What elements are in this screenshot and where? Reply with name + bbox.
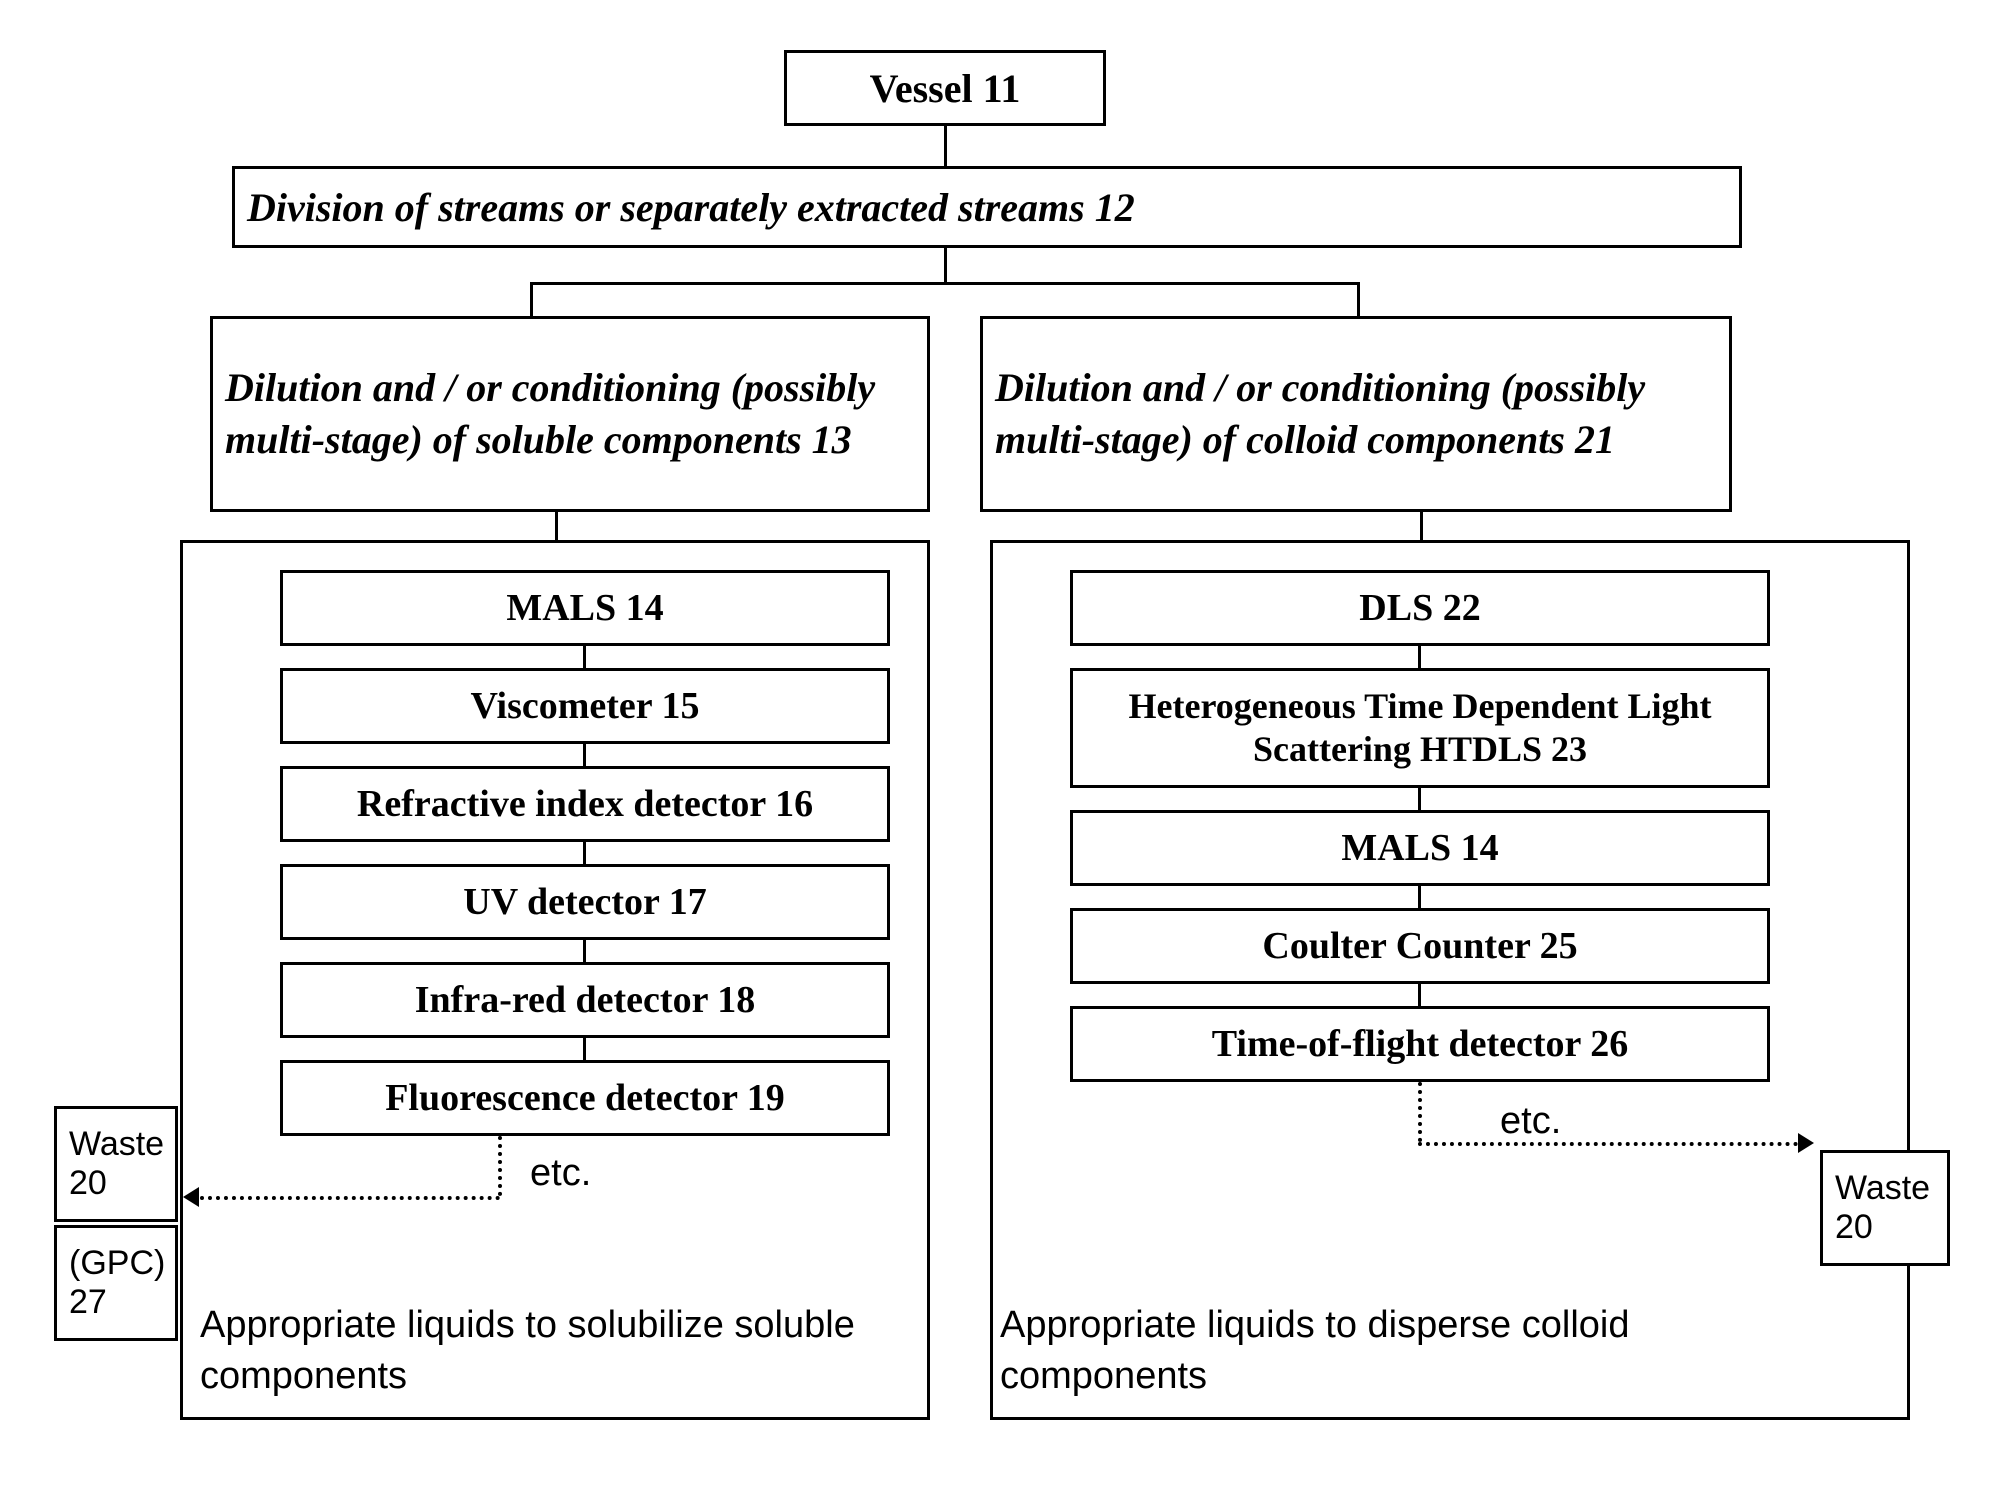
detector-dls: DLS 22 <box>1070 570 1770 646</box>
connector <box>530 282 533 316</box>
detector-label: DLS 22 <box>1359 586 1480 630</box>
waste-left-node: Waste 20 <box>54 1106 178 1222</box>
vessel-node: Vessel 11 <box>784 50 1106 126</box>
detector-label: Viscometer 15 <box>471 684 700 728</box>
connector <box>583 940 586 962</box>
connector <box>1357 282 1360 316</box>
connector <box>583 646 586 668</box>
detector-label: Coulter Counter 25 <box>1262 924 1577 968</box>
detector-label: MALS 14 <box>506 586 663 630</box>
etc-left-label: etc. <box>530 1152 591 1195</box>
detector-mals-right: MALS 14 <box>1070 810 1770 886</box>
detector-coulter: Coulter Counter 25 <box>1070 908 1770 984</box>
division-node: Division of streams or separately extrac… <box>232 166 1742 248</box>
detector-label: MALS 14 <box>1341 826 1498 870</box>
dotted-connector <box>1418 1082 1422 1142</box>
detector-label: Fluorescence detector 19 <box>385 1076 785 1120</box>
detector-tof: Time-of-flight detector 26 <box>1070 1006 1770 1082</box>
dotted-connector <box>498 1136 502 1196</box>
connector <box>583 1038 586 1060</box>
connector <box>530 282 1360 285</box>
gpc-label: (GPC) 27 <box>69 1244 165 1322</box>
caption-left: Appropriate liquids to solubilize solubl… <box>200 1300 920 1403</box>
vessel-label: Vessel 11 <box>870 65 1021 112</box>
connector <box>1418 788 1421 810</box>
connector <box>1418 984 1421 1006</box>
connector <box>944 126 947 166</box>
waste-right-node: Waste 20 <box>1820 1150 1950 1266</box>
dilution-left-node: Dilution and / or conditioning (possibly… <box>210 316 930 512</box>
connector <box>583 842 586 864</box>
connector <box>944 248 947 282</box>
gpc-node: (GPC) 27 <box>54 1225 178 1341</box>
dotted-connector <box>200 1196 500 1200</box>
connector <box>1418 646 1421 668</box>
dotted-connector <box>1418 1142 1798 1146</box>
etc-right-label: etc. <box>1500 1100 1561 1143</box>
detector-label: Infra-red detector 18 <box>415 978 756 1022</box>
dilution-left-label: Dilution and / or conditioning (possibly… <box>225 362 915 466</box>
detector-mals: MALS 14 <box>280 570 890 646</box>
arrow-left-icon <box>183 1187 199 1207</box>
detector-label: Time-of-flight detector 26 <box>1212 1022 1628 1066</box>
caption-right: Appropriate liquids to disperse colloid … <box>1000 1300 1720 1403</box>
dilution-right-node: Dilution and / or conditioning (possibly… <box>980 316 1732 512</box>
waste-left-label: Waste 20 <box>69 1125 164 1203</box>
detector-ri: Refractive index detector 16 <box>280 766 890 842</box>
detector-label: Heterogeneous Time Dependent Light Scatt… <box>1073 685 1767 771</box>
waste-right-label: Waste 20 <box>1835 1169 1935 1247</box>
detector-viscometer: Viscometer 15 <box>280 668 890 744</box>
dilution-right-label: Dilution and / or conditioning (possibly… <box>995 362 1717 466</box>
detector-label: UV detector 17 <box>463 880 706 924</box>
division-label: Division of streams or separately extrac… <box>247 184 1135 231</box>
detector-ir: Infra-red detector 18 <box>280 962 890 1038</box>
detector-uv: UV detector 17 <box>280 864 890 940</box>
detector-label: Refractive index detector 16 <box>357 782 813 826</box>
detector-htdls: Heterogeneous Time Dependent Light Scatt… <box>1070 668 1770 788</box>
arrow-right-icon <box>1798 1133 1814 1153</box>
connector <box>1418 886 1421 908</box>
detector-fluorescence: Fluorescence detector 19 <box>280 1060 890 1136</box>
connector <box>583 744 586 766</box>
